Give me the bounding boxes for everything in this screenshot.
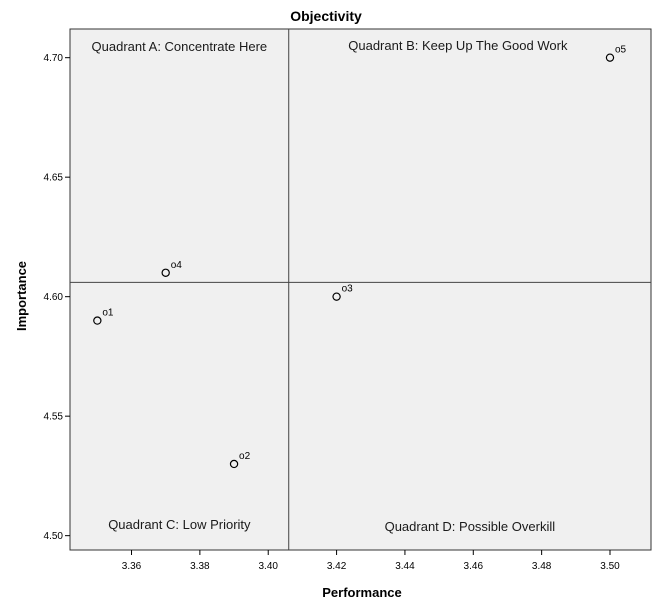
data-point-o3	[332, 292, 341, 301]
data-point-o4	[161, 268, 170, 277]
x-tick-label: 3.40	[258, 561, 278, 572]
x-tick-label: 3.44	[395, 561, 415, 572]
x-tick-label: 3.46	[464, 561, 484, 572]
y-tick-label: 4.65	[44, 173, 64, 184]
data-point-label: o5	[615, 45, 627, 56]
x-axis-ticks: 3.36 3.38 3.40 3.42 3.44 3.46 3.48 3.50	[122, 550, 620, 572]
y-tick-label: 4.55	[44, 412, 64, 423]
data-point-label: o3	[342, 284, 354, 295]
x-tick-label: 3.48	[532, 561, 552, 572]
chart-title: Objectivity	[290, 8, 362, 24]
x-axis-label: Performance	[322, 585, 401, 600]
data-point-o5	[605, 53, 615, 62]
x-tick-label: 3.36	[122, 561, 142, 572]
data-point-o2	[229, 459, 239, 469]
quadrant-a-label: Quadrant A: Concentrate Here	[92, 39, 268, 54]
x-tick-label: 3.50	[600, 561, 620, 572]
x-tick-label: 3.42	[327, 561, 347, 572]
data-point-o1	[93, 316, 102, 325]
data-point-label: o4	[171, 260, 183, 271]
data-point-label: o2	[239, 451, 251, 462]
y-axis-ticks: 4.50 4.55 4.60 4.65 4.70	[44, 53, 70, 542]
x-tick-label: 3.38	[190, 561, 210, 572]
y-axis-label: Importance	[14, 261, 29, 331]
plot-area	[69, 28, 652, 551]
quadrant-d-label: Quadrant D: Possible Overkill	[385, 519, 556, 534]
quadrant-b-label: Quadrant B: Keep Up The Good Work	[348, 38, 568, 53]
y-tick-label: 4.70	[44, 53, 64, 64]
y-tick-label: 4.60	[44, 292, 64, 303]
data-point-label: o1	[102, 308, 114, 319]
y-tick-label: 4.50	[44, 531, 64, 542]
quadrant-c-label: Quadrant C: Low Priority	[108, 517, 251, 532]
data-points: o1 o2 o3 o4 o5	[93, 45, 627, 469]
